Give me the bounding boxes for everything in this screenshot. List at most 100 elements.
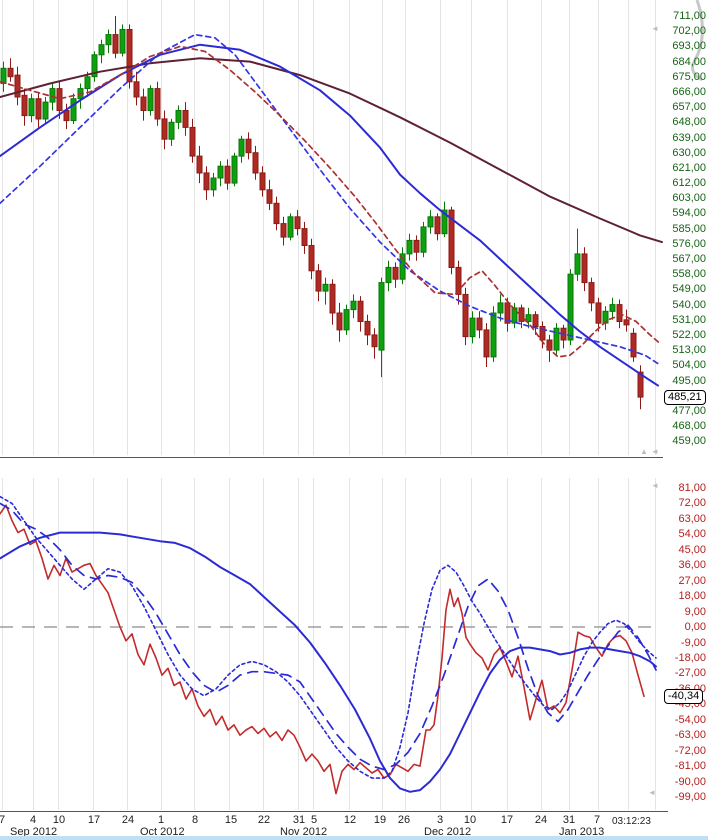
price-axis-label: 630,00 xyxy=(672,147,706,159)
candle-up xyxy=(98,39,105,64)
candle-up xyxy=(175,105,182,130)
candle-up xyxy=(217,161,224,187)
candle-down xyxy=(189,118,196,163)
candle-down xyxy=(301,221,308,254)
candle-up xyxy=(525,307,532,329)
candle-up xyxy=(567,269,574,346)
date-day-label: 24 xyxy=(121,814,135,826)
price-axis-label: 585,00 xyxy=(672,223,706,235)
candle-up xyxy=(511,302,518,329)
candle-up xyxy=(441,201,448,238)
candle-up xyxy=(322,277,329,305)
date-day-label: 4 xyxy=(29,814,37,826)
candle-down xyxy=(455,260,462,305)
osc-axis-label: -72,00 xyxy=(674,745,706,757)
osc-axis-label: 54,00 xyxy=(678,528,706,540)
candle-down xyxy=(259,166,266,197)
date-day-label: 7 xyxy=(0,814,6,826)
date-day-label: 5 xyxy=(310,814,318,826)
candle-down xyxy=(21,88,28,126)
candle-up xyxy=(42,97,49,124)
candle-down xyxy=(294,210,301,236)
candle-up xyxy=(609,297,616,320)
price-axis-label: 468,00 xyxy=(672,420,706,432)
candle-down xyxy=(623,309,630,332)
candle-down xyxy=(595,297,602,332)
osc-blue-dotted xyxy=(0,495,657,779)
candle-down xyxy=(35,91,42,128)
osc-bottom-arrow-icon: ◄ xyxy=(648,788,656,797)
candle-down xyxy=(329,279,336,325)
price-axis-label: 531,00 xyxy=(672,314,706,326)
candle-down xyxy=(616,299,623,329)
ma-blue-dashed xyxy=(0,33,659,365)
price-axis-label: 612,00 xyxy=(672,177,706,189)
date-day-label: 26 xyxy=(397,814,411,826)
scroll-left-icon[interactable]: ◄ xyxy=(651,447,659,456)
candle-up xyxy=(77,83,84,109)
candle-down xyxy=(581,247,588,292)
osc-axis-label: -27,00 xyxy=(674,667,706,679)
osc-axis-label: 63,00 xyxy=(678,513,706,525)
price-scale-arrow-icon: ◄ xyxy=(651,24,659,33)
price-axis-label: 540,00 xyxy=(672,299,706,311)
osc-blue-solid xyxy=(0,531,657,793)
candle-up xyxy=(350,294,357,319)
osc-axis-label: 18,00 xyxy=(678,590,706,602)
candle-down xyxy=(133,71,140,106)
candle-up xyxy=(385,260,392,292)
osc-axis-label: 72,00 xyxy=(678,497,706,509)
date-day-label: 12 xyxy=(343,814,357,826)
price-axis-label: 648,00 xyxy=(672,116,706,128)
candle-up xyxy=(238,135,245,163)
date-day-label: 10 xyxy=(463,814,477,826)
candle-down xyxy=(392,262,399,288)
candle-up xyxy=(602,306,609,330)
candle-down xyxy=(140,88,147,121)
price-axis-label: 576,00 xyxy=(672,238,706,250)
indicator-value: -40,34 xyxy=(668,690,700,702)
candle-down xyxy=(315,264,322,302)
candle-down xyxy=(483,323,490,367)
candles xyxy=(0,16,644,410)
candle-up xyxy=(287,213,294,241)
candle-up xyxy=(0,61,7,92)
date-day-label: 1 xyxy=(157,814,165,826)
candle-down xyxy=(434,213,441,241)
price-axis-label: 657,00 xyxy=(672,101,706,113)
date-day-label: 3 xyxy=(436,814,444,826)
date-day-label: 10 xyxy=(52,814,66,826)
price-axis-label: 459,00 xyxy=(672,435,706,447)
price-axis-label: 513,00 xyxy=(672,344,706,356)
osc-axis-label: -54,00 xyxy=(674,714,706,726)
candle-down xyxy=(364,314,371,346)
osc-axis-label: -90,00 xyxy=(674,776,706,788)
osc-axis-label: 0,00 xyxy=(684,621,706,633)
corner-watermark xyxy=(691,0,704,82)
date-day-label: 17 xyxy=(500,814,514,826)
osc-axis-label: 81,00 xyxy=(678,482,706,494)
date-day-label: 17 xyxy=(87,814,101,826)
price-axis-label: 504,00 xyxy=(672,359,706,371)
price-axis-label: 666,00 xyxy=(672,86,706,98)
price-axis-label: 702,00 xyxy=(672,25,706,37)
scroll-up-icon[interactable]: ▲ xyxy=(640,447,648,456)
candle-down xyxy=(112,16,119,59)
candle-up xyxy=(378,277,385,378)
price-axis-label: 477,00 xyxy=(672,405,706,417)
price-axis-label: 549,00 xyxy=(672,283,706,295)
candle-down xyxy=(273,196,280,231)
osc-axis-label: -63,00 xyxy=(674,729,706,741)
price-axis-label: 558,00 xyxy=(672,268,706,280)
candle-down xyxy=(266,179,273,211)
indicator-value-badge: -40,34 xyxy=(664,689,704,704)
candle-down xyxy=(182,102,189,136)
candle-down xyxy=(560,324,567,349)
candle-up xyxy=(469,311,476,344)
osc-axis-label: 45,00 xyxy=(678,544,706,556)
candle-down xyxy=(637,365,644,410)
date-month-label: Sep 2012 xyxy=(10,826,58,838)
price-axis-label: 639,00 xyxy=(672,132,706,144)
candle-down xyxy=(357,296,364,332)
